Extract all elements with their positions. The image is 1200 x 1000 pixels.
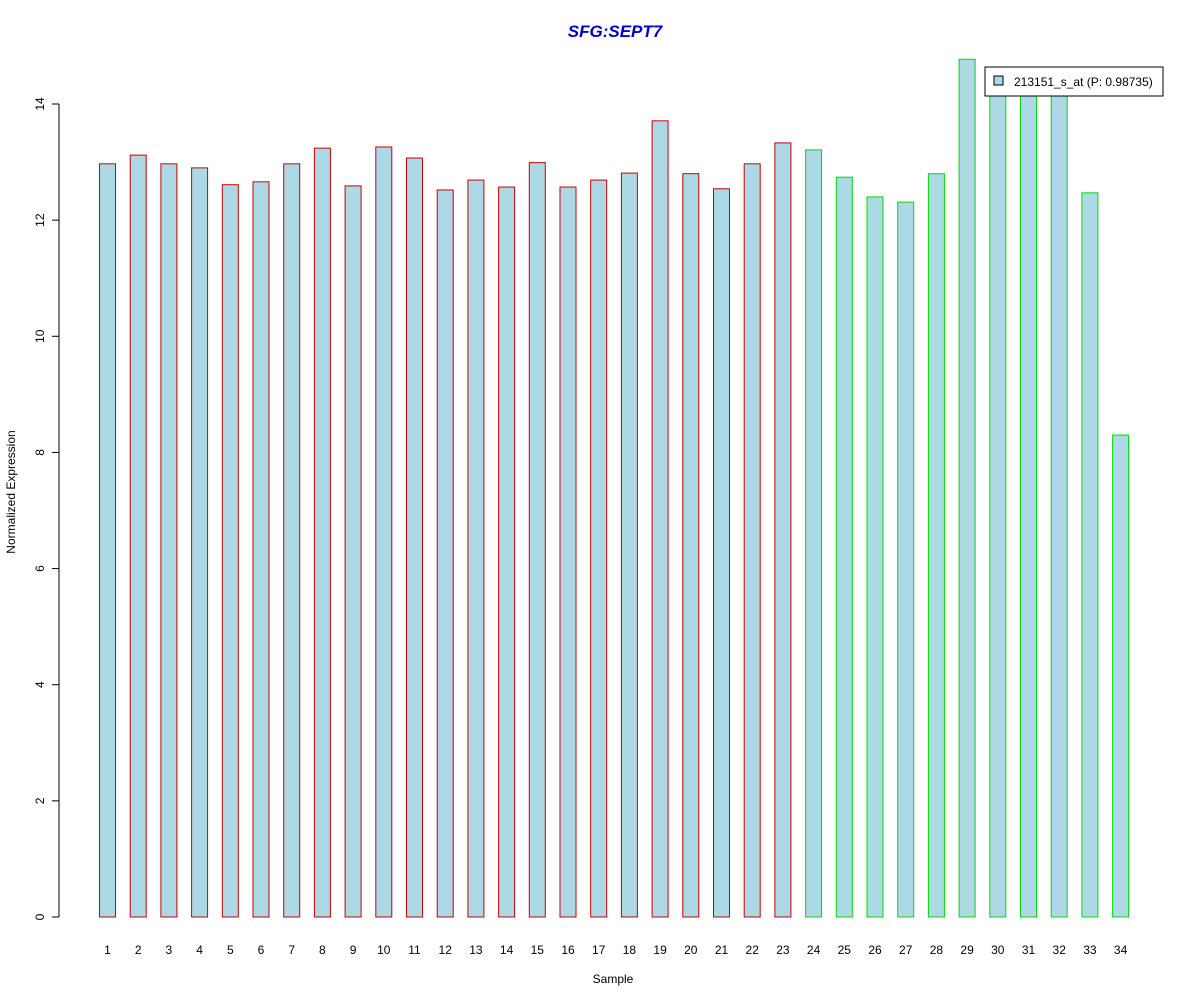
bar-sample-8 <box>313 147 331 918</box>
bar-sample-15 <box>528 162 546 918</box>
y-tick-label: 12 <box>33 213 47 227</box>
bar-sample-20 <box>682 173 700 918</box>
bar-sample-32 <box>1050 90 1068 918</box>
x-tick-label: 8 <box>319 943 326 957</box>
bar-sample-27 <box>897 201 915 918</box>
y-tick-label: 14 <box>33 97 47 111</box>
x-tick-label: 26 <box>868 943 882 957</box>
x-tick-label: 2 <box>135 943 142 957</box>
x-tick-label: 10 <box>377 943 391 957</box>
y-tick-label: 10 <box>33 329 47 343</box>
bar-sample-30 <box>989 90 1007 918</box>
bar-sample-16 <box>559 186 577 918</box>
x-tick-label: 7 <box>288 943 295 957</box>
x-tick-label: 30 <box>991 943 1005 957</box>
bar-sample-34 <box>1112 434 1130 918</box>
x-tick-label: 29 <box>960 943 974 957</box>
bar-sample-33 <box>1081 192 1099 918</box>
x-tick-label: 13 <box>469 943 483 957</box>
y-tick-label: 4 <box>33 681 47 688</box>
x-tick-label: 28 <box>930 943 944 957</box>
y-axis-label: Normalized Expression <box>4 430 18 553</box>
x-tick-label: 11 <box>408 943 421 957</box>
bar-sample-14 <box>498 186 516 918</box>
x-tick-label: 6 <box>258 943 265 957</box>
y-tick-label: 0 <box>33 913 47 920</box>
bar-sample-22 <box>743 163 761 918</box>
x-tick-label: 5 <box>227 943 234 957</box>
bar-sample-23 <box>774 142 792 918</box>
bar-sample-3 <box>160 163 178 918</box>
bar-sample-4 <box>191 167 209 918</box>
bar-sample-18 <box>620 172 638 918</box>
bar-sample-2 <box>129 154 147 918</box>
x-tick-labels: 1 2 3 4 5 6 7 8 9 10 11 12 13 14 15 16 17 18 19 20 21 22 23 24 2… <box>104 943 1127 957</box>
bar-sample-31 <box>1020 90 1037 918</box>
x-tick-label: 18 <box>623 943 637 957</box>
bar-sample-12 <box>436 189 454 918</box>
chart-title: SFG:SEPT7 <box>568 22 664 41</box>
x-tick-label: 27 <box>899 943 913 957</box>
bar-sample-29 <box>958 58 976 918</box>
bar-sample-13 <box>467 179 485 918</box>
bar-sample-28 <box>927 173 945 918</box>
x-tick-label: 4 <box>196 943 203 957</box>
bar-sample-26 <box>866 196 884 918</box>
x-tick-label: 15 <box>531 943 545 957</box>
x-tick-label: 24 <box>807 943 821 957</box>
x-tick-label: 34 <box>1114 943 1128 957</box>
y-tick-label: 6 <box>33 565 47 572</box>
bar-sample-25 <box>835 176 853 918</box>
bar-sample-10 <box>375 146 393 918</box>
y-tick-label: 2 <box>33 797 47 804</box>
bar-sample-17 <box>590 179 608 918</box>
x-tick-label: 20 <box>684 943 698 957</box>
legend-box <box>984 66 1164 97</box>
bar-sample-9 <box>344 185 362 918</box>
y-axis: 0 2 4 6 8 10 12 14 <box>33 97 60 920</box>
bars <box>99 58 1130 918</box>
x-tick-label: 31 <box>1022 943 1036 957</box>
bar-sample-24 <box>805 149 823 918</box>
x-tick-label: 3 <box>166 943 173 957</box>
x-tick-label: 16 <box>561 943 575 957</box>
bar-sample-19 <box>651 120 669 918</box>
x-tick-label: 14 <box>500 943 514 957</box>
x-tick-label: 21 <box>715 943 729 957</box>
bar-sample-5 <box>221 184 239 918</box>
x-axis-label: Sample <box>593 972 634 986</box>
x-tick-label: 23 <box>776 943 790 957</box>
bar-sample-6 <box>252 181 270 918</box>
legend-swatch <box>993 75 1004 86</box>
x-tick-label: 32 <box>1053 943 1067 957</box>
x-tick-label: 22 <box>746 943 760 957</box>
legend-label: 213151_s_at (P: 0.98735) <box>1014 75 1153 89</box>
x-tick-label: 9 <box>350 943 357 957</box>
x-tick-label: 25 <box>838 943 852 957</box>
bar-sample-11 <box>406 157 423 918</box>
bar-sample-7 <box>283 163 301 918</box>
y-tick-label: 8 <box>33 449 47 456</box>
x-tick-label: 12 <box>439 943 453 957</box>
legend: 213151_s_at (P: 0.98735) <box>984 66 1164 97</box>
bar-sample-1 <box>99 163 116 918</box>
x-tick-label: 33 <box>1083 943 1097 957</box>
bar-sample-21 <box>713 188 730 918</box>
x-tick-label: 17 <box>592 943 606 957</box>
x-tick-label: 1 <box>104 943 111 957</box>
x-tick-label: 19 <box>653 943 667 957</box>
